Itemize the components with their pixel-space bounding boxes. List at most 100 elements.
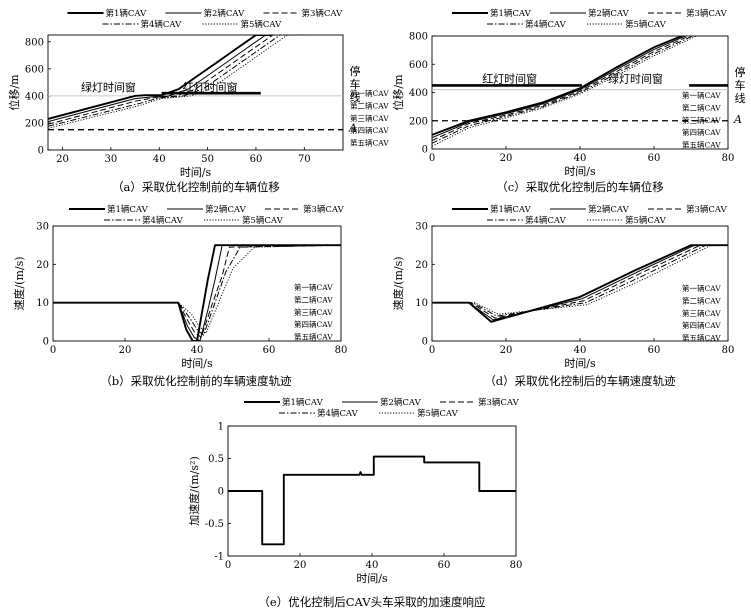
line-a-label: A bbox=[348, 122, 357, 135]
side-vehicle-label: 第三辆CAV bbox=[682, 115, 721, 125]
y-tick-label: 0 bbox=[218, 487, 224, 498]
legend-entry-5: 第5辆CAV bbox=[417, 408, 459, 419]
x-axis-label: 时间/s bbox=[564, 357, 596, 370]
plot-frame bbox=[47, 34, 344, 151]
y-tick-label: -0.5 bbox=[205, 519, 224, 530]
side-vehicle-label: 第五辆CAV bbox=[294, 332, 333, 342]
series-group bbox=[48, 35, 310, 129]
chart-caption: （e）优化控制后CAV头车采取的加速度响应 bbox=[258, 595, 485, 609]
legend-entry-2: 第2辆CAV bbox=[380, 397, 422, 408]
y-tick-label: 0 bbox=[38, 146, 44, 157]
series-line-4 bbox=[48, 35, 300, 127]
stop-line-label-char: 线 bbox=[735, 91, 746, 105]
x-tick-label: 60 bbox=[648, 345, 661, 356]
legend-entry-1: 第1辆CAV bbox=[490, 204, 532, 215]
series-line-3 bbox=[53, 244, 341, 338]
legend-entry-2: 第2辆CAV bbox=[204, 8, 246, 19]
legend-entry-2: 第2辆CAV bbox=[588, 8, 630, 19]
x-tick-label: 60 bbox=[438, 560, 451, 571]
chart-panel-c: 0 20 40 60 800200400600800时间/s位移/m（c）采取优化控制后… bbox=[391, 8, 746, 194]
series-line-4 bbox=[432, 36, 694, 144]
series-group bbox=[228, 455, 516, 546]
x-tick-label: 50 bbox=[201, 154, 214, 165]
x-tick-label: 30 bbox=[105, 154, 118, 165]
x-axis-label: 时间/s bbox=[564, 165, 596, 178]
series-line-1 bbox=[228, 455, 516, 546]
legend-entry-5: 第5辆CAV bbox=[242, 215, 284, 226]
legend-entry-1: 第1辆CAV bbox=[107, 204, 149, 215]
y-tick-label: 0 bbox=[43, 337, 49, 348]
y-tick-label: 600 bbox=[25, 64, 44, 75]
legend-entry-5: 第5辆CAV bbox=[625, 19, 667, 30]
chart-caption: （c）采取优化控制后的车辆位移 bbox=[496, 180, 664, 194]
green-window-label: 绿灯时间窗 bbox=[608, 72, 663, 86]
x-tick-label: 80 bbox=[722, 345, 735, 356]
y-tick-label: 30 bbox=[415, 222, 428, 233]
x-tick-label: 40 bbox=[153, 154, 166, 165]
side-vehicle-label: 第二辆CAV bbox=[682, 102, 721, 112]
legend-entry-3: 第3辆CAV bbox=[303, 204, 345, 215]
y-tick-label: 20 bbox=[36, 260, 49, 271]
x-tick-label: 40 bbox=[574, 345, 587, 356]
y-tick-label: 200 bbox=[25, 118, 44, 129]
legend-entry-4: 第4辆CAV bbox=[525, 19, 567, 30]
x-tick-label: 40 bbox=[191, 345, 204, 356]
y-tick-label: 800 bbox=[25, 37, 44, 48]
series-line-4 bbox=[53, 244, 341, 336]
y-tick-label: 0 bbox=[422, 145, 428, 156]
series-line-2 bbox=[53, 244, 341, 341]
y-tick-label: 0.5 bbox=[208, 454, 224, 465]
stop-line-label-char: 停 bbox=[735, 65, 746, 79]
stop-line-label-char: 线 bbox=[350, 90, 361, 104]
x-axis-label: 时间/s bbox=[356, 572, 388, 585]
stop-line-label-char: 停 bbox=[350, 64, 361, 78]
x-tick-label: 0 bbox=[429, 345, 435, 356]
y-tick-label: 400 bbox=[409, 88, 428, 99]
legend-entry-4: 第4辆CAV bbox=[317, 408, 359, 419]
legend-entry-3: 第3辆CAV bbox=[302, 8, 344, 19]
x-tick-label: 80 bbox=[722, 153, 735, 164]
y-tick-label: 20 bbox=[415, 260, 428, 271]
legend-entry-3: 第3辆CAV bbox=[686, 204, 728, 215]
y-tick-label: 0 bbox=[422, 337, 428, 348]
chart-panel-d: 0 20 40 60 80 0 10 20 30 时间/s 速度/(m/s) （d）采取优化控制后的车… bbox=[391, 204, 734, 388]
side-vehicle-label: 第一辆CAV bbox=[682, 283, 721, 293]
legend-entry-3: 第3辆CAV bbox=[478, 397, 520, 408]
stop-line-label-char: 车 bbox=[350, 77, 361, 91]
y-tick-label: 400 bbox=[25, 91, 44, 102]
red-window-label: 红灯时间窗 bbox=[183, 80, 238, 94]
side-vehicle-label: 第二辆CAV bbox=[350, 100, 389, 110]
x-tick-label: 40 bbox=[574, 153, 587, 164]
x-tick-label: 80 bbox=[510, 560, 523, 571]
series-line-4 bbox=[432, 244, 728, 317]
x-tick-label: 0 bbox=[50, 345, 56, 356]
legend-entry-2: 第2辆CAV bbox=[588, 204, 630, 215]
y-tick-label: 600 bbox=[409, 60, 428, 71]
legend: 第1辆CAV 第2辆CAV 第3辆CAV 第4辆CAV 第5辆CAV bbox=[452, 8, 728, 30]
y-tick-label: 10 bbox=[36, 298, 49, 309]
x-tick-label: 40 bbox=[366, 560, 379, 571]
legend-entry-4: 第4辆CAV bbox=[141, 19, 183, 30]
side-vehicle-label: 第一辆CAV bbox=[682, 90, 721, 100]
red-window-label: 红灯时间窗 bbox=[482, 72, 537, 86]
side-vehicle-label: 第一辆CAV bbox=[294, 282, 333, 292]
plot-frame bbox=[227, 425, 517, 557]
series-line-5 bbox=[432, 36, 697, 147]
chart-caption: （d）采取优化控制后的车辆速度轨迹 bbox=[484, 374, 676, 388]
legend: 第1辆CAV 第2辆CAV 第3辆CAV 第4辆CAV 第5辆CAV bbox=[67, 8, 344, 30]
side-vehicle-label: 第二辆CAV bbox=[682, 295, 721, 305]
series-line-1 bbox=[48, 35, 272, 120]
legend-entry-5: 第5辆CAV bbox=[625, 215, 667, 226]
x-tick-label: 20 bbox=[119, 345, 132, 356]
legend-entry-2: 第2辆CAV bbox=[205, 204, 247, 215]
series-group bbox=[432, 36, 697, 147]
green-window-label: 绿灯时间窗 bbox=[81, 80, 136, 94]
stop-line-label-char: 车 bbox=[735, 78, 746, 92]
x-tick-label: 0 bbox=[225, 560, 231, 571]
x-tick-label: 60 bbox=[648, 153, 661, 164]
x-axis-label: 时间/s bbox=[180, 166, 212, 179]
x-axis-label: 时间/s bbox=[181, 357, 213, 370]
series-line-1 bbox=[432, 36, 683, 136]
y-tick-label: 10 bbox=[415, 298, 428, 309]
